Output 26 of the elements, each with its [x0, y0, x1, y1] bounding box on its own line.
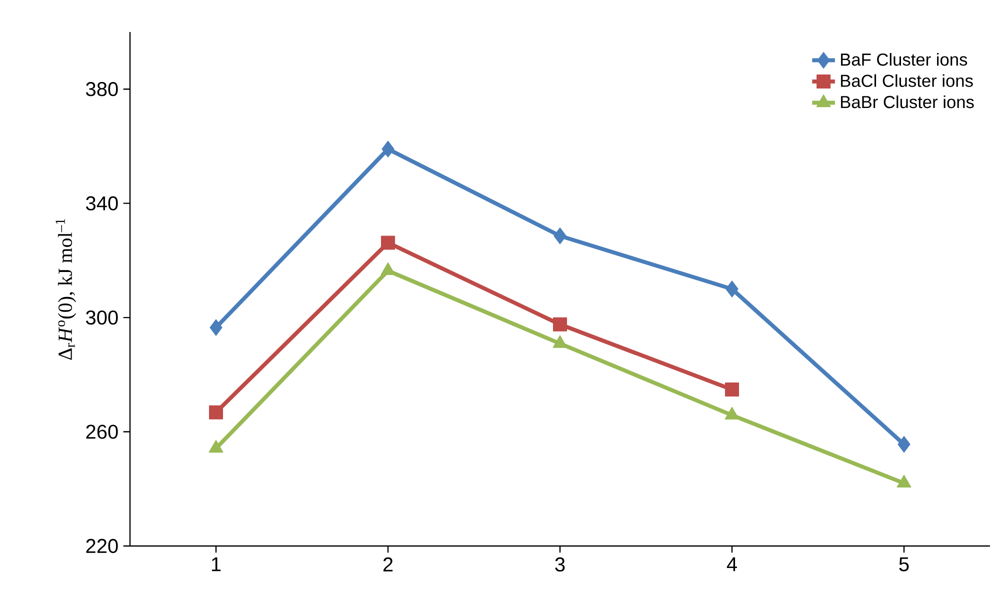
point: [553, 317, 568, 332]
legend-label: BaCl Cluster ions: [841, 74, 973, 87]
y-tick-label: 260: [86, 424, 118, 439]
point: [208, 440, 224, 453]
point: [381, 236, 396, 250]
y-tick-label: 220: [86, 538, 118, 554]
point: [209, 405, 224, 420]
y-tick-label: 300: [86, 310, 118, 325]
y-tick-label: 340: [86, 196, 118, 210]
point: [726, 280, 738, 298]
point: [724, 406, 740, 420]
point: [554, 228, 566, 244]
y-tick-label: 380: [86, 82, 118, 96]
point: [898, 436, 910, 453]
legend-label: BaF Cluster ions: [841, 53, 968, 66]
x-tick-label: 5: [899, 557, 909, 572]
point: [210, 319, 222, 336]
x-tick-label: 3: [555, 557, 565, 572]
point: [382, 140, 394, 158]
x-tick-label: 4: [726, 557, 737, 572]
point: [896, 474, 912, 488]
legend-label: BaBr Cluster ions: [841, 95, 974, 108]
x-tick-label: 2: [383, 557, 393, 572]
y-axis-title: Δ$_{r}$H$^{o}$(0), kJ mol$^{–1}$: [56, 218, 76, 360]
point: [725, 382, 740, 397]
x-tick-label: 1: [212, 557, 221, 572]
